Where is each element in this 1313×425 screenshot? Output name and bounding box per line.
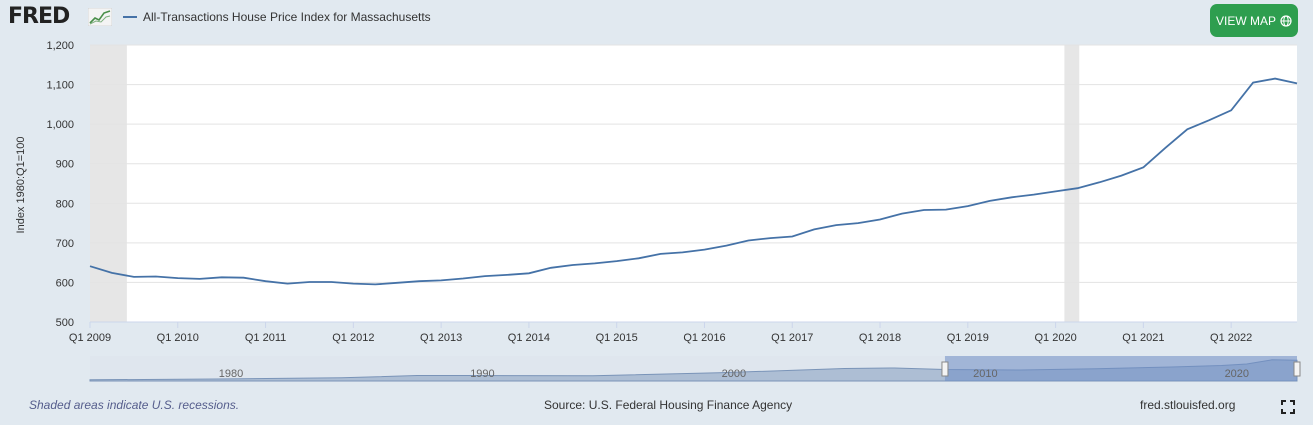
fred-logo[interactable]: FRED [8,4,70,29]
y-tick-label: 1,200 [46,40,74,52]
x-tick-label: Q1 2021 [1122,332,1164,344]
navigator-selection[interactable] [944,356,1297,381]
y-tick-label: 600 [56,277,74,289]
navigator-year-label: 2010 [973,368,997,380]
y-tick-label: 800 [56,198,74,210]
x-tick-label: Q1 2018 [859,332,901,344]
navigator-handle-right[interactable] [1293,361,1301,377]
x-tick-label: Q1 2016 [683,332,725,344]
x-tick-label: Q1 2012 [332,332,374,344]
x-tick-label: Q1 2009 [69,332,111,344]
x-tick-label: Q1 2020 [1034,332,1076,344]
x-tick-label: Q1 2015 [596,332,638,344]
navigator-year-label: 2000 [722,368,746,380]
x-tick-label: Q1 2022 [1210,332,1252,344]
navigator-handle-left[interactable] [941,361,949,377]
plot-background [90,45,1297,322]
x-tick-label: Q1 2010 [157,332,199,344]
x-tick-label: Q1 2011 [245,332,286,344]
globe-icon [1280,14,1292,27]
fred-graph-icon [88,8,112,26]
recession-note: Shaded areas indicate U.S. recessions. [29,398,240,412]
series-line[interactable] [89,77,1298,286]
navigator-year-label: 1990 [470,368,494,380]
fullscreen-icon[interactable] [1281,400,1295,414]
recession-band [90,45,127,322]
navigator-year-label: 2020 [1225,368,1249,380]
chart-area[interactable]: 500 600 700 800 900 1,000 1,100 1,200 Q1 2009 Q1… [0,0,1313,350]
legend-label[interactable]: All-Transactions House Price Index for M… [143,10,431,24]
legend-line-swatch [123,16,137,18]
x-tick-label: Q1 2017 [771,332,813,344]
x-tick-label: Q1 2019 [947,332,989,344]
navigator-year-label: 1980 [219,368,243,380]
view-map-label: VIEW MAP [1216,13,1277,28]
chart-legend: All-Transactions House Price Index for M… [123,10,431,24]
recession-band [1064,45,1080,322]
y-tick-label: 500 [56,317,74,329]
y-tick-label: 700 [56,238,74,250]
x-tick-label: Q1 2013 [420,332,462,344]
y-tick-label: 1,000 [46,119,74,131]
y-tick-label: 900 [56,159,74,171]
y-tick-label: 1,100 [46,80,74,92]
source-text: Source: U.S. Federal Housing Finance Age… [544,398,793,412]
x-tick-label: Q1 2014 [508,332,550,344]
view-map-button[interactable]: VIEW MAP [1210,4,1298,37]
site-link[interactable]: fred.stlouisfed.org [1140,398,1236,412]
range-navigator[interactable]: 1980 1990 2000 2010 2020 [0,352,1313,387]
